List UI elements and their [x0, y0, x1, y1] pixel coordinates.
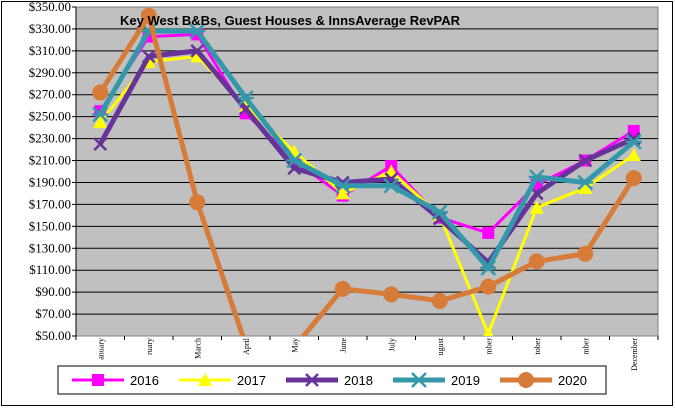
data-point [335, 186, 350, 200]
x-tick-label: May [290, 338, 299, 353]
data-point [141, 49, 156, 64]
x-axis: anuary ruary March April May June July ugust mbe… [75, 336, 659, 371]
data-point [480, 260, 497, 276]
x-tick-label: July [387, 338, 396, 351]
legend-item-2019: 2019 [393, 372, 480, 388]
legend-label: 2017 [237, 373, 266, 388]
series-layer [92, 7, 642, 336]
series-line [98, 13, 636, 336]
data-point [93, 137, 108, 151]
y-tick-label: $50.00 [35, 328, 71, 343]
x-tick-label: mber [581, 338, 590, 355]
legend-label: 2016 [130, 373, 159, 388]
data-point [383, 177, 400, 194]
y-tick-label: $230.00 [29, 131, 71, 146]
x-tick-label: ruary [145, 338, 154, 355]
legend-label: 2018 [344, 373, 373, 388]
data-point [483, 326, 494, 336]
data-point [190, 49, 205, 63]
y-tick-label: $350.00 [29, 2, 71, 14]
y-tick-label: $170.00 [29, 196, 71, 211]
series-2019 [92, 23, 642, 276]
data-point [140, 7, 157, 24]
data-point [92, 84, 109, 101]
data-point [578, 180, 593, 194]
x-tick-label: tober [533, 338, 542, 355]
x-tick-label: December [630, 338, 639, 371]
y-tick-label: $270.00 [29, 87, 71, 102]
series-2020 [92, 7, 642, 336]
legend-item-2018: 2018 [286, 373, 373, 388]
y-tick-label: $110.00 [29, 262, 71, 277]
data-point [237, 90, 254, 106]
y-tick-label: $190.00 [29, 174, 71, 189]
data-point [383, 286, 400, 303]
data-point [190, 43, 205, 58]
y-tick-label: $90.00 [35, 284, 71, 299]
data-point [577, 174, 594, 191]
data-point [577, 245, 594, 262]
y-tick-label: $250.00 [29, 109, 71, 124]
legend-marker [198, 373, 212, 386]
data-point [431, 204, 448, 220]
data-point [92, 106, 109, 123]
legend-marker [92, 374, 104, 386]
y-tick-label: $130.00 [29, 240, 71, 255]
data-point [625, 170, 642, 187]
data-point [529, 200, 544, 214]
x-tick-label: March [193, 338, 202, 359]
x-tick-label: anuary [96, 338, 105, 360]
legend: 2016 2017 2018 2019 2020 [57, 365, 607, 395]
legend-marker [305, 373, 319, 387]
data-point [334, 280, 351, 297]
legend-item-2017: 2017 [179, 373, 266, 388]
y-tick-label: $70.00 [35, 306, 71, 321]
y-tick-label: $330.00 [29, 21, 71, 36]
data-point [286, 152, 303, 169]
data-point [189, 194, 206, 211]
data-point [528, 169, 545, 185]
y-tick-label: $210.00 [29, 153, 71, 168]
data-point [482, 226, 495, 239]
y-tick-label: $310.00 [29, 43, 71, 58]
series-line [98, 48, 635, 266]
chart-title: Key West B&Bs, Guest Houses & InnsAverag… [120, 13, 461, 28]
y-tick-label: $290.00 [29, 65, 71, 80]
data-point [334, 177, 351, 194]
gridlines [76, 28, 658, 315]
y-tick-label: $150.00 [29, 218, 71, 233]
data-point [625, 134, 642, 150]
data-point [93, 115, 108, 129]
legend-item-2016: 2016 [72, 373, 159, 388]
legend-marker [518, 372, 534, 388]
data-point [480, 278, 497, 295]
legend-marker [411, 372, 427, 388]
data-point [431, 292, 448, 309]
legend-label: 2019 [451, 373, 480, 388]
x-tick-label: June [339, 338, 348, 353]
legend-label: 2020 [558, 373, 587, 388]
series-line [98, 28, 636, 271]
x-tick-label: April [242, 337, 251, 355]
y-axis: $350.00 $330.00 $310.00 $290.00 $270.00 $250.… [29, 2, 77, 343]
data-point [578, 153, 593, 168]
data-point [189, 23, 206, 40]
data-point [528, 253, 545, 270]
x-tick-label: mber [484, 338, 493, 355]
legend-item-2020: 2020 [500, 372, 587, 388]
data-point [626, 148, 641, 162]
x-tick-label: ugust [436, 337, 445, 355]
